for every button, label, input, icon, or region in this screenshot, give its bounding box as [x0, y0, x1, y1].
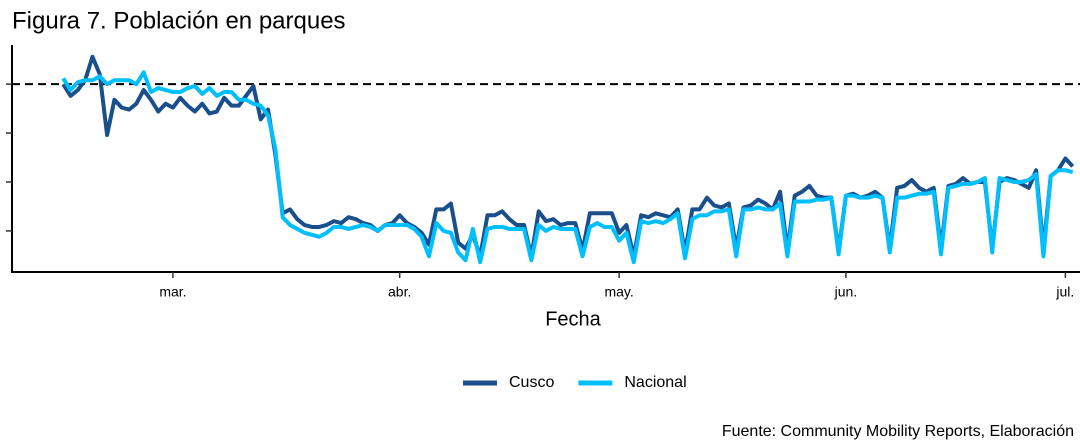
x-tick-label: jun. — [834, 284, 858, 300]
line-series — [61, 54, 1075, 259]
x-tick-label: mar. — [159, 284, 186, 300]
x-axis-title: Fecha — [545, 308, 601, 330]
x-tick-label: abr. — [388, 284, 411, 300]
legend-label: Nacional — [624, 374, 686, 391]
line-series — [61, 70, 1074, 265]
chart-title: Figura 7. Población en parques — [12, 7, 346, 34]
x-tick-label: may. — [604, 284, 633, 300]
caption: Fuente: Community Mobility Reports, Elab… — [722, 423, 1074, 440]
legend-label: Cusco — [509, 374, 554, 391]
x-tick-label: jul. — [1055, 284, 1074, 300]
